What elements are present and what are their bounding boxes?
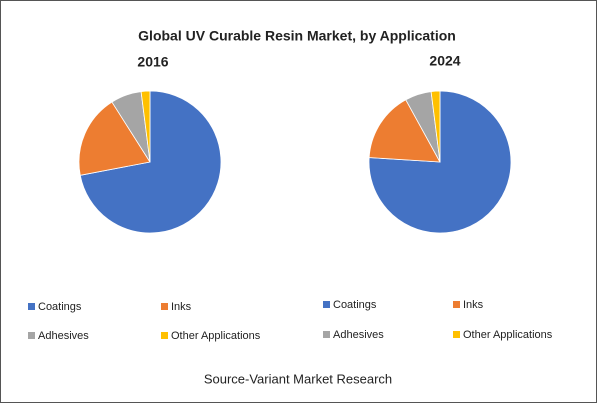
pie-slice: [78, 101, 151, 176]
legend-swatch: [161, 332, 168, 339]
chart-title: Global UV Curable Resin Market, by Appli…: [138, 28, 456, 44]
legend-label: Coatings: [333, 299, 377, 311]
pie-slice: [140, 90, 151, 163]
legend-label: Inks: [171, 301, 192, 313]
legend-label: Coatings: [38, 301, 82, 313]
pie-slice: [430, 90, 441, 163]
legend-swatch: [323, 301, 330, 308]
legend-label: Adhesives: [38, 330, 89, 342]
legend-swatch: [161, 303, 168, 310]
legend-label: Inks: [463, 299, 484, 311]
legend-swatch: [28, 332, 35, 339]
pie-slice: [368, 99, 441, 163]
legend-label: Other Applications: [463, 329, 553, 341]
pie-title: 2024: [429, 53, 460, 69]
pie-title: 2016: [137, 54, 168, 70]
legend-swatch: [453, 301, 460, 308]
legend-label: Other Applications: [171, 330, 261, 342]
pie-slice: [79, 90, 222, 234]
source-note: Source-Variant Market Research: [204, 371, 392, 386]
legend-swatch: [323, 331, 330, 338]
legend-label: Adhesives: [333, 329, 384, 341]
legend-swatch: [28, 303, 35, 310]
legend-swatch: [453, 331, 460, 338]
